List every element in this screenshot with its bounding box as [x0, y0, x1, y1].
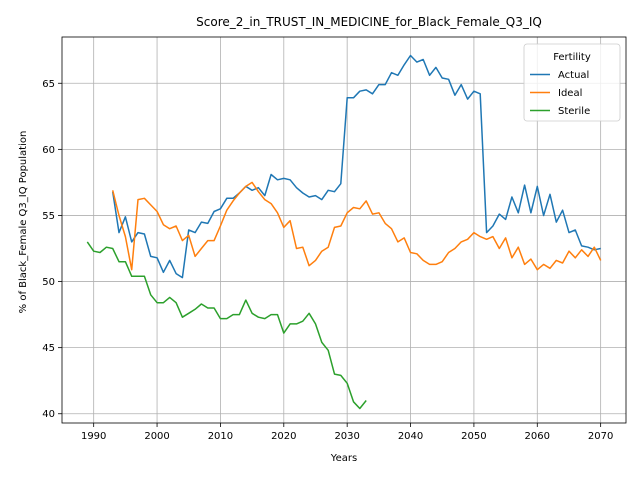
x-tick-label: 2070	[588, 431, 613, 442]
chart-title: Score_2_in_TRUST_IN_MEDICINE_for_Black_F…	[196, 15, 542, 29]
y-tick-label: 45	[42, 343, 55, 354]
legend-box	[523, 43, 621, 122]
y-tick-label: 50	[42, 277, 55, 288]
x-tick-label: 2030	[334, 431, 359, 442]
x-tick-label: 2060	[525, 431, 550, 442]
plot-frame	[61, 36, 627, 424]
series-line-ideal	[111, 181, 602, 271]
x-tick-label: 2010	[208, 431, 233, 442]
y-axis-label: % of Black_Female Q3_IQ Population	[18, 131, 29, 314]
x-tick-label: 2000	[144, 431, 169, 442]
x-tick-label: 2020	[271, 431, 296, 442]
x-tick-label: 2050	[461, 431, 486, 442]
legend-title: Fertility	[553, 52, 591, 63]
y-axis-ticks: 40 45 50 55 60 65	[42, 79, 62, 420]
legend-label-ideal: Ideal	[558, 88, 582, 99]
legend: Fertility Actual Ideal Sterile	[523, 43, 621, 122]
x-axis-ticks: 1990 2000 2010 2020 2030 2040 2050 2060 2070	[81, 423, 613, 442]
y-tick-label: 65	[42, 79, 55, 90]
data-series	[86, 54, 602, 410]
x-axis-label: Years	[330, 453, 357, 464]
legend-label-sterile: Sterile	[558, 106, 590, 117]
series-line-sterile	[86, 241, 367, 410]
x-tick-label: 1990	[81, 431, 106, 442]
y-tick-label: 55	[42, 211, 55, 222]
series-line-actual	[111, 54, 601, 279]
y-tick-label: 60	[42, 145, 55, 156]
legend-label-actual: Actual	[558, 70, 589, 81]
x-tick-label: 2040	[398, 431, 423, 442]
y-tick-label: 40	[42, 409, 55, 420]
